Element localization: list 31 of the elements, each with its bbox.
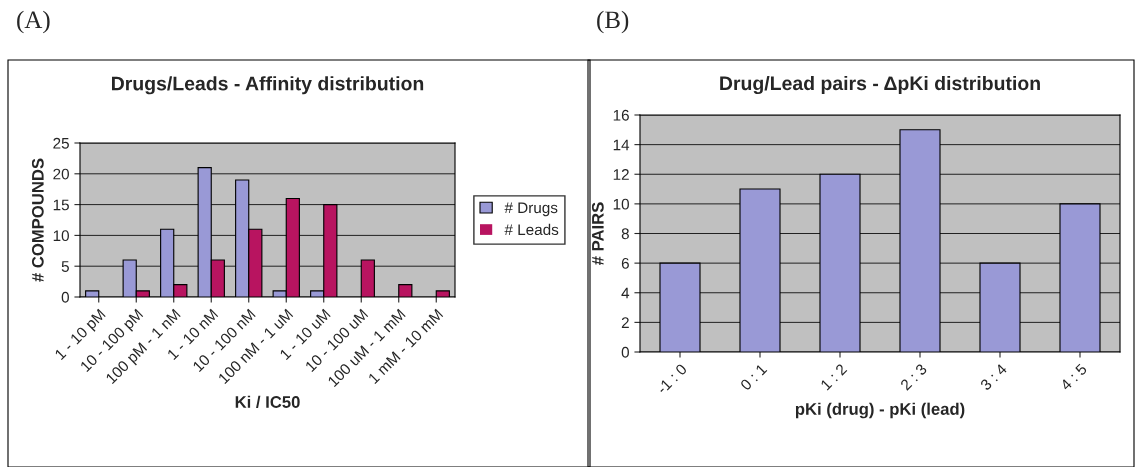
y-tick-label: 15 — [53, 199, 69, 211]
y-tick-label: 14 — [613, 139, 630, 151]
chart-title: Drug/Lead pairs - ΔpKi distribution — [720, 75, 1040, 95]
text: (B) — [597, 10, 629, 34]
y-tick-label: 20 — [53, 168, 69, 180]
chart-title: Drugs/Leads - Affinity distribution — [112, 76, 424, 95]
y-tick-label: 16 — [613, 109, 629, 121]
y-axis-title: # PAIRS — [591, 202, 604, 266]
y-tick-label: 8 — [621, 228, 629, 240]
x-axis-title: pKi (drug) - pKi (lead) — [795, 402, 965, 419]
x-tick-label: 2 : 3 — [899, 363, 928, 391]
x-tick-label: 1 : 2 — [820, 363, 848, 391]
y-tick-label: 2 — [621, 317, 629, 328]
x-tick-label: 4 : 5 — [1059, 363, 1088, 392]
y-tick-label: 6 — [621, 257, 629, 269]
x-tick-label: 3 : 4 — [979, 363, 1008, 391]
x-tick-label: 0 : 1 — [739, 363, 768, 391]
legend-label: # Leads — [504, 223, 559, 236]
text: (A) — [17, 10, 50, 34]
legend-label: # Drugs — [504, 202, 558, 217]
y-tick-label: 5 — [61, 261, 69, 272]
y-tick-label: 10 — [53, 230, 69, 242]
y-tick-label: 10 — [613, 198, 629, 210]
y-tick-label: 0 — [61, 291, 69, 303]
x-tick-label: -1 : 0 — [656, 363, 688, 395]
y-axis-title: # COMPOUNDS — [31, 158, 44, 282]
y-tick-label: 12 — [613, 169, 629, 180]
y-tick-label: 25 — [53, 137, 69, 149]
y-tick-label: 0 — [621, 346, 629, 358]
y-tick-label: 4 — [621, 287, 630, 299]
x-axis-title: Ki / IC50 — [235, 395, 300, 409]
